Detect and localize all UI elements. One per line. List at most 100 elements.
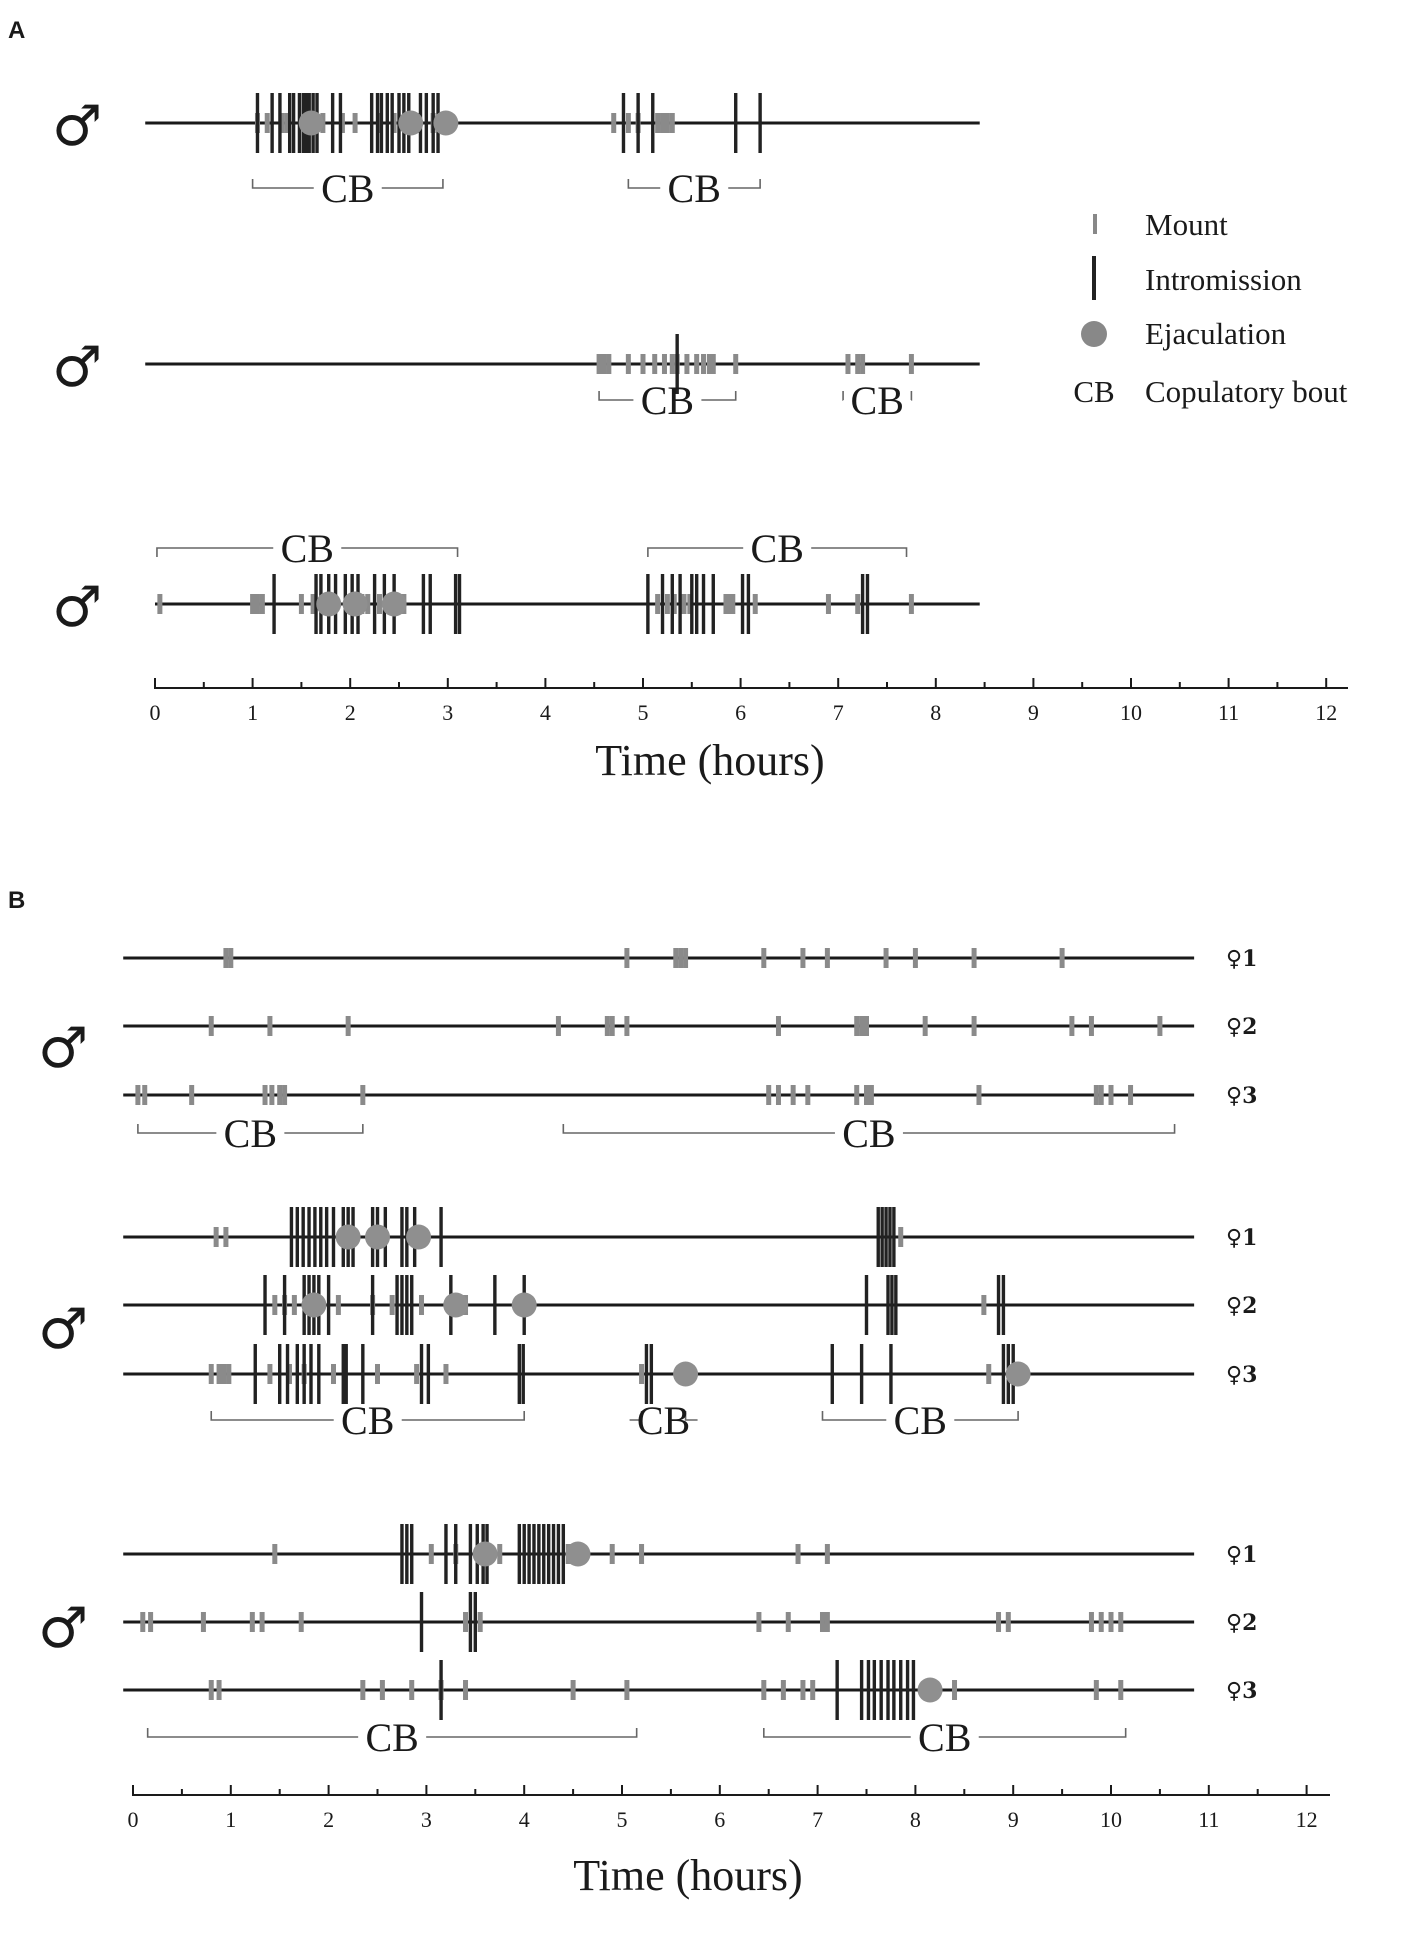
intromission-mark bbox=[649, 1344, 654, 1404]
mount-mark bbox=[868, 1085, 874, 1105]
bout-bracket bbox=[341, 547, 459, 557]
mount-mark bbox=[259, 1612, 265, 1632]
tick-label: 8 bbox=[930, 700, 941, 725]
intromission-mark bbox=[660, 574, 665, 634]
mount-mark bbox=[775, 1085, 781, 1105]
copulatory-bout: CB bbox=[627, 166, 761, 211]
legend-label: Intromission bbox=[1145, 262, 1302, 297]
female-label: ♀1 bbox=[1226, 946, 1257, 972]
intromission-mark bbox=[517, 1524, 522, 1584]
intromission-mark bbox=[888, 1207, 892, 1267]
intromission-mark bbox=[410, 1524, 414, 1584]
mount-mark bbox=[790, 1085, 796, 1105]
intromission-mark bbox=[395, 1275, 399, 1335]
mount-mark bbox=[226, 1364, 232, 1384]
bout-bracket bbox=[210, 1411, 334, 1421]
mount-mark bbox=[684, 354, 690, 374]
intromission-mark bbox=[419, 1344, 424, 1404]
mount-mark bbox=[376, 594, 382, 614]
bout-bracket bbox=[811, 547, 908, 557]
mount-mark bbox=[228, 948, 234, 968]
intromission-mark bbox=[1001, 1275, 1006, 1335]
bout-label: CB bbox=[365, 1715, 418, 1760]
mount-mark bbox=[414, 1364, 420, 1384]
mount-mark bbox=[976, 1085, 982, 1105]
intromission-mark bbox=[859, 1660, 864, 1720]
tick-label: 1 bbox=[225, 1807, 236, 1832]
mount-mark bbox=[855, 354, 861, 374]
mount-mark bbox=[664, 113, 670, 133]
intromission-mark bbox=[521, 1344, 525, 1404]
intromission-mark bbox=[370, 1275, 375, 1335]
ejaculation-mark bbox=[673, 1361, 699, 1387]
copulatory-bout: CB bbox=[251, 166, 444, 211]
copulatory-bout: CB bbox=[647, 526, 908, 571]
mount-mark bbox=[250, 594, 256, 614]
mount-mark bbox=[845, 354, 851, 374]
intromission-mark bbox=[894, 1275, 898, 1335]
mount-mark bbox=[345, 1016, 351, 1036]
timeline-row: ♀1 bbox=[123, 1524, 1257, 1584]
mount-mark bbox=[216, 1680, 222, 1700]
ejaculation-mark bbox=[433, 110, 459, 136]
mount-mark bbox=[723, 594, 729, 614]
intromission-mark bbox=[546, 1524, 551, 1584]
mount-mark bbox=[652, 354, 658, 374]
tick-label: 6 bbox=[735, 700, 746, 725]
mount-mark bbox=[391, 113, 397, 133]
bout-bracket bbox=[728, 179, 761, 189]
mount-mark bbox=[1098, 1612, 1104, 1632]
intromission-mark bbox=[542, 1524, 546, 1584]
intromission-mark bbox=[711, 574, 715, 634]
intromission-mark bbox=[309, 1344, 313, 1404]
tick-label: 9 bbox=[1008, 1807, 1019, 1832]
mount-mark bbox=[864, 1016, 869, 1036]
mount-mark bbox=[854, 1085, 860, 1105]
intromission-mark bbox=[866, 1660, 871, 1720]
mount-mark bbox=[604, 1016, 610, 1036]
intromission-mark bbox=[361, 1344, 365, 1404]
mount-mark bbox=[660, 113, 666, 133]
intromission-mark bbox=[270, 93, 274, 153]
copulatory-bout: CB bbox=[146, 1715, 638, 1760]
mount-mark bbox=[785, 1612, 791, 1632]
mount-mark bbox=[908, 354, 914, 374]
mount-mark bbox=[855, 594, 861, 614]
intromission-mark bbox=[517, 1344, 522, 1404]
tick-label: 12 bbox=[1296, 1807, 1318, 1832]
intromission-mark bbox=[272, 574, 276, 634]
mount-mark bbox=[1157, 1016, 1163, 1036]
copulatory-bout: CB bbox=[137, 1111, 364, 1156]
mount-mark bbox=[208, 1016, 214, 1036]
ejaculation-mark bbox=[381, 591, 407, 617]
legend-cb-symbol: CB bbox=[1073, 374, 1114, 409]
mount-mark bbox=[825, 594, 831, 614]
intromission-mark bbox=[439, 1660, 443, 1720]
mount-mark bbox=[752, 594, 758, 614]
female-label: ♀2 bbox=[1226, 1014, 1257, 1040]
mount-mark bbox=[671, 594, 677, 614]
mount-mark bbox=[800, 1680, 806, 1700]
intromission-mark bbox=[375, 93, 380, 153]
bout-bracket bbox=[137, 1124, 217, 1134]
intromission-mark bbox=[556, 1524, 561, 1584]
bout-bracket bbox=[598, 391, 634, 401]
mount-mark bbox=[223, 948, 229, 968]
bout-bracket bbox=[701, 391, 737, 401]
mount-mark bbox=[908, 594, 914, 614]
male-symbol: ♂ bbox=[38, 1016, 88, 1081]
mount-mark bbox=[810, 1680, 816, 1700]
mount-mark bbox=[208, 1680, 214, 1700]
intromission-mark bbox=[295, 1344, 300, 1404]
intromission-mark bbox=[379, 93, 384, 153]
bout-bracket bbox=[156, 547, 274, 557]
mount-mark bbox=[1118, 1612, 1124, 1632]
mount-mark bbox=[609, 1544, 615, 1564]
mount-mark bbox=[1098, 1085, 1104, 1105]
intromission-mark bbox=[646, 574, 650, 634]
mount-mark bbox=[655, 594, 661, 614]
tick-label: 5 bbox=[638, 700, 649, 725]
mount-mark bbox=[624, 1016, 630, 1036]
mount-mark bbox=[922, 1016, 928, 1036]
mount-mark bbox=[267, 1016, 273, 1036]
